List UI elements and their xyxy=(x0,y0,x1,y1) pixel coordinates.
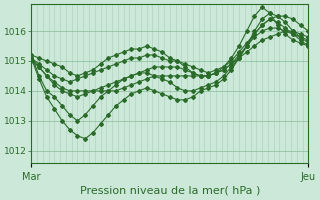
X-axis label: Pression niveau de la mer( hPa ): Pression niveau de la mer( hPa ) xyxy=(80,186,260,196)
